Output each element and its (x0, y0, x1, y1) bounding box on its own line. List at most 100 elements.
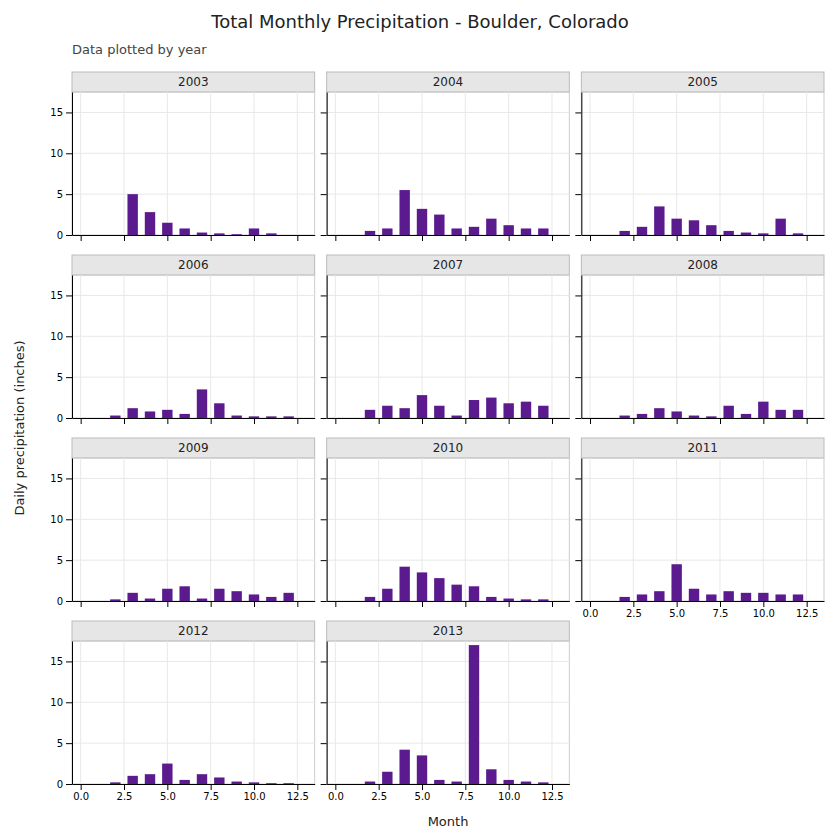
bars (365, 395, 549, 418)
x-tick: 10.0 (498, 784, 520, 802)
bar (741, 233, 751, 235)
bar (231, 591, 241, 601)
x-grid-line (378, 641, 379, 784)
panel: 2009051015 (50, 438, 315, 607)
x-grid-line (254, 641, 255, 784)
x-grid-line (124, 641, 125, 784)
bar (266, 233, 276, 235)
bar (249, 594, 259, 601)
x-tick-mark (167, 418, 168, 424)
x-tick (254, 418, 255, 424)
x-tick: 0.0 (328, 784, 344, 802)
y-tick (575, 478, 581, 479)
bar (654, 591, 664, 601)
y-grid-line (581, 194, 824, 195)
bar (671, 564, 681, 601)
strip-label: 2013 (433, 624, 464, 638)
x-tick: 2.5 (117, 784, 133, 802)
y-tick (575, 235, 581, 236)
x-tick (167, 235, 168, 241)
bar (741, 593, 751, 601)
y-tick-mark (575, 235, 581, 236)
bar (127, 194, 137, 235)
x-axis-line (582, 418, 825, 419)
grid (327, 641, 570, 784)
panel: 20120.02.55.07.510.012.5051015 (50, 621, 315, 802)
x-grid-line (720, 275, 721, 418)
y-tick-mark (575, 194, 581, 195)
y-tick-mark (66, 784, 72, 785)
grid (72, 641, 315, 784)
strip (327, 255, 570, 275)
x-grid-line (633, 92, 634, 235)
y-grid-line (327, 478, 570, 479)
x-tick-mark (335, 784, 336, 790)
bar (538, 782, 548, 784)
y-grid-line (581, 377, 824, 378)
bar (249, 228, 259, 235)
bar (469, 586, 479, 601)
x-tick-mark (335, 418, 336, 424)
bar (382, 772, 392, 784)
y-tick-mark (66, 519, 72, 520)
x-tick-mark (254, 601, 255, 607)
x-grid-line (297, 458, 298, 601)
x-tick-label: 7.5 (203, 791, 219, 802)
x-axis-line (582, 601, 825, 602)
x-tick: 5.0 (415, 784, 431, 802)
x-grid-line (763, 92, 764, 235)
x-tick-label: 2.5 (371, 791, 387, 802)
bar (127, 776, 137, 784)
x-grid-line (552, 275, 553, 418)
panel: 2010 (321, 438, 570, 607)
y-grid-line (581, 560, 824, 561)
grid (72, 92, 315, 235)
x-tick: 5.0 (160, 784, 176, 802)
x-tick-mark (297, 418, 298, 424)
bars (365, 645, 549, 784)
bar (706, 416, 716, 418)
x-tick-mark (552, 784, 553, 790)
y-tick-mark (321, 560, 327, 561)
bar (382, 589, 392, 601)
bar (266, 416, 276, 418)
bar (434, 780, 444, 784)
y-tick (575, 418, 581, 419)
x-tick-mark (297, 601, 298, 607)
x-tick-mark (81, 418, 82, 424)
x-axis-line (73, 235, 316, 236)
y-grid-line (327, 784, 570, 785)
y-tick (321, 743, 327, 744)
x-tick-mark (211, 235, 212, 241)
y-tick-mark (321, 112, 327, 113)
y-axis (321, 93, 328, 236)
y-tick-label: 10 (50, 148, 63, 159)
x-tick-mark (465, 418, 466, 424)
plot-frame (327, 458, 570, 601)
x-grid-line (806, 458, 807, 601)
y-tick (575, 519, 581, 520)
x-grid-line (552, 458, 553, 601)
x-tick (509, 418, 510, 424)
x-tick-label: 5.0 (160, 791, 176, 802)
bar (145, 774, 155, 784)
x-grid-line (254, 275, 255, 418)
y-tick (575, 194, 581, 195)
bars (110, 764, 294, 784)
x-tick-mark (124, 418, 125, 424)
x-grid-line (80, 275, 81, 418)
y-tick-mark (66, 235, 72, 236)
x-axis (73, 601, 316, 607)
y-axis-line (72, 459, 73, 602)
plot-area (321, 92, 570, 241)
x-tick (335, 235, 336, 241)
x-tick-mark (379, 784, 380, 790)
panel: 20110.02.55.07.510.012.5 (575, 438, 824, 619)
bar (619, 231, 629, 235)
strip (72, 72, 315, 92)
y-tick: 0 (57, 230, 72, 241)
x-grid-line (254, 92, 255, 235)
y-tick-mark (66, 112, 72, 113)
x-tick (422, 418, 423, 424)
x-tick: 0.0 (583, 601, 599, 619)
